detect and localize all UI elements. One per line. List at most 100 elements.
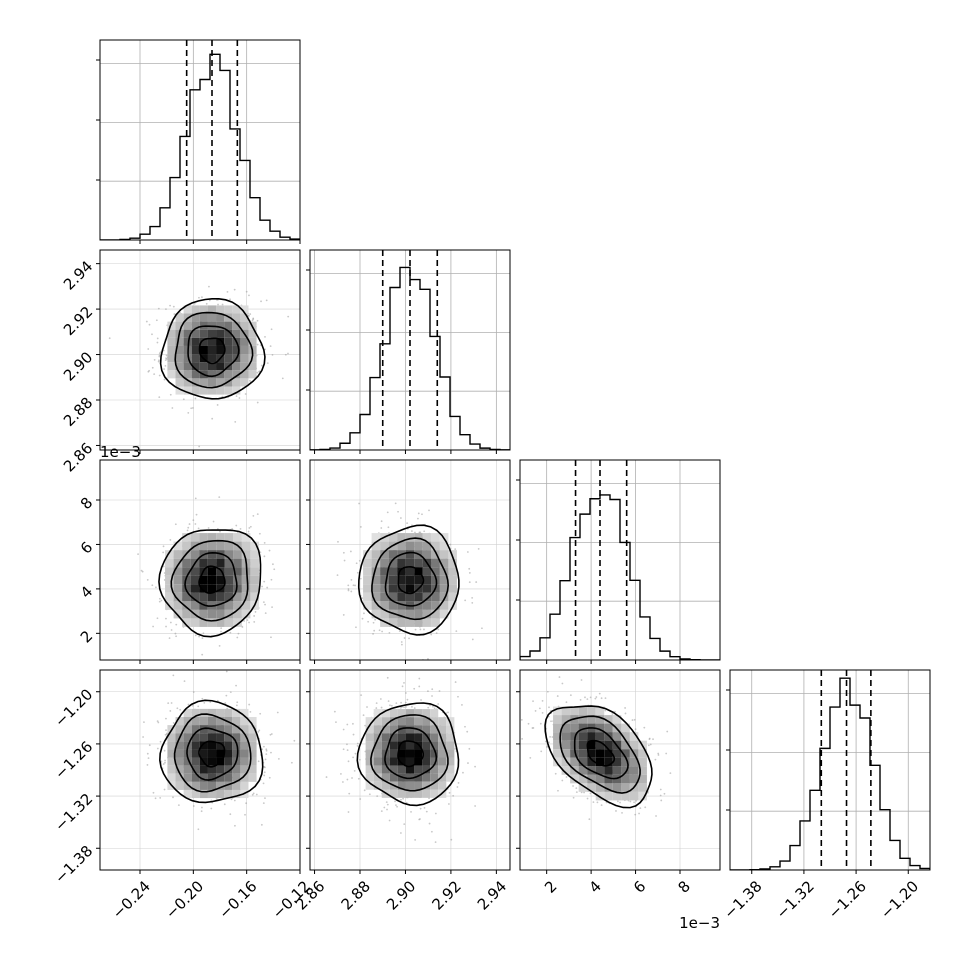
scatter-point bbox=[405, 706, 407, 708]
scatter-point bbox=[248, 621, 250, 624]
density-cell bbox=[199, 558, 208, 568]
density-cell bbox=[397, 618, 406, 627]
scatter-point bbox=[385, 801, 388, 803]
density-cell bbox=[422, 609, 432, 619]
density-cell bbox=[595, 774, 605, 784]
scatter-point bbox=[356, 742, 359, 745]
density-cell bbox=[232, 733, 241, 742]
contour-level-0 bbox=[397, 740, 425, 768]
density-cell bbox=[430, 789, 439, 798]
density-cell bbox=[414, 609, 423, 619]
scatter-point bbox=[258, 532, 261, 535]
density-cell bbox=[199, 337, 208, 346]
scatter-point bbox=[425, 810, 428, 813]
scatter-point bbox=[548, 706, 550, 709]
scatter-point bbox=[561, 779, 564, 782]
density-cell bbox=[405, 717, 415, 726]
density-cell bbox=[629, 732, 639, 741]
density-cell bbox=[553, 723, 562, 733]
density-cell bbox=[587, 749, 596, 758]
scatter-point bbox=[360, 694, 363, 696]
x-tick-label: 2 bbox=[541, 877, 560, 896]
density-cell bbox=[224, 558, 234, 568]
scatter-point bbox=[364, 724, 367, 727]
density-cell bbox=[224, 305, 233, 314]
scatter-point bbox=[569, 694, 572, 697]
scatter-point bbox=[594, 697, 597, 700]
scatter-point bbox=[400, 701, 402, 704]
scatter-point bbox=[427, 658, 429, 660]
contour-level-3 bbox=[544, 705, 653, 809]
density-cell bbox=[578, 783, 588, 792]
density-cell bbox=[578, 715, 588, 724]
density-cell bbox=[190, 575, 200, 585]
density-cell bbox=[232, 329, 241, 338]
density-cell bbox=[371, 558, 381, 568]
density-cell bbox=[207, 609, 217, 619]
scatter-point bbox=[218, 496, 221, 499]
scatter-point bbox=[159, 796, 162, 799]
contour-level-1 bbox=[573, 727, 629, 780]
histogram-step-0 bbox=[100, 53, 300, 240]
density-cell bbox=[216, 329, 225, 338]
scatter-point bbox=[395, 702, 398, 705]
density-cell bbox=[191, 789, 200, 799]
scatter-point bbox=[561, 682, 564, 685]
density-cell bbox=[248, 329, 257, 338]
density-cell bbox=[587, 740, 596, 750]
scatter-point bbox=[467, 762, 469, 764]
density-cell bbox=[165, 584, 174, 593]
scatter-point bbox=[165, 625, 167, 628]
density-cell bbox=[389, 749, 398, 758]
density-cell bbox=[167, 765, 176, 774]
scatter-point bbox=[143, 721, 145, 723]
density-cell bbox=[446, 749, 455, 758]
scatter-point bbox=[652, 738, 654, 741]
scatter-point bbox=[595, 696, 598, 698]
density-cell bbox=[224, 741, 233, 750]
scatter-point bbox=[172, 674, 175, 677]
density-cell bbox=[570, 706, 579, 716]
scatter-point bbox=[624, 707, 626, 709]
scatter-point bbox=[256, 513, 259, 516]
density-cell bbox=[363, 575, 372, 585]
scatter-point bbox=[287, 352, 289, 355]
scatter-point bbox=[354, 752, 357, 755]
density-cell bbox=[561, 740, 571, 750]
density-cell bbox=[612, 791, 622, 801]
density-cell bbox=[183, 708, 192, 717]
scatter-point bbox=[272, 563, 274, 566]
density-cell bbox=[578, 732, 588, 741]
scatter-point bbox=[544, 740, 547, 743]
density-cell bbox=[389, 773, 398, 782]
contour-level-0 bbox=[397, 566, 425, 595]
scatter-point bbox=[420, 699, 422, 701]
density-cell bbox=[422, 592, 432, 602]
density-cell bbox=[629, 766, 639, 775]
density-cell bbox=[397, 765, 406, 774]
scatter-point bbox=[359, 577, 362, 580]
density-cell bbox=[371, 533, 381, 542]
x-tick-label: −1.20 bbox=[877, 877, 922, 922]
scatter-point bbox=[325, 776, 328, 778]
density-cell bbox=[431, 601, 440, 610]
scatter-point bbox=[475, 581, 478, 583]
scatter-point bbox=[406, 698, 409, 701]
density-cell bbox=[173, 558, 183, 568]
density-cell bbox=[629, 791, 639, 801]
scatter-point bbox=[657, 754, 660, 756]
panel-frame bbox=[309, 669, 511, 871]
density-cell bbox=[438, 781, 447, 790]
scatter-point bbox=[190, 407, 193, 410]
scatter-point bbox=[394, 502, 397, 505]
scatter-point bbox=[386, 803, 389, 806]
density-cell bbox=[207, 741, 217, 750]
scatter-point bbox=[192, 805, 195, 807]
scatter-point bbox=[186, 529, 189, 532]
scatter-point bbox=[284, 353, 287, 356]
density-cell bbox=[241, 575, 251, 585]
scatter-point bbox=[243, 620, 246, 622]
density-cell bbox=[232, 378, 241, 387]
scatter-point bbox=[260, 364, 263, 367]
scatter-point bbox=[198, 296, 200, 299]
